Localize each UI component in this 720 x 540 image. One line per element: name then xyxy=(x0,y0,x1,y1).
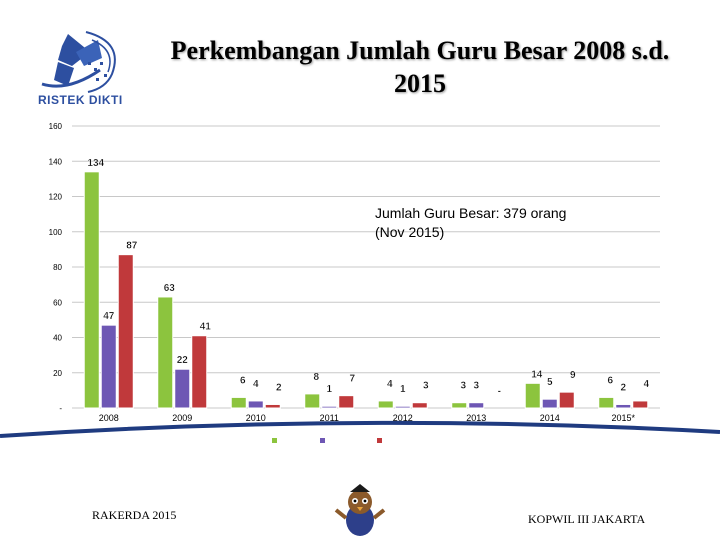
data-label: 87 xyxy=(126,241,138,252)
mascot-figure xyxy=(334,484,386,536)
x-tick-label: 2011 xyxy=(320,413,339,423)
title-line-2: 2015 xyxy=(394,69,446,98)
x-tick-label: 2012 xyxy=(393,413,413,423)
bar xyxy=(174,368,191,409)
data-label: 63 xyxy=(164,283,176,294)
data-label: 1 xyxy=(326,384,332,395)
x-tick-label: 2008 xyxy=(99,413,119,423)
y-tick-label: 120 xyxy=(49,193,63,202)
data-label: 4 xyxy=(643,379,649,390)
x-tick-label: 2014 xyxy=(540,413,560,423)
data-label: - xyxy=(498,386,501,397)
frame-arc xyxy=(0,420,720,438)
bar xyxy=(615,403,632,409)
y-tick-label: 100 xyxy=(49,228,63,237)
y-tick-label: 20 xyxy=(53,369,62,378)
data-label: 22 xyxy=(177,355,189,366)
bar xyxy=(451,402,468,409)
data-label: 7 xyxy=(349,374,355,385)
y-tick-label: - xyxy=(59,404,62,413)
data-label: 2 xyxy=(620,382,626,393)
y-tick-label: 40 xyxy=(53,334,62,343)
y-tick-label: 60 xyxy=(53,298,62,307)
legend-swatch xyxy=(320,438,325,443)
x-tick-label: 2009 xyxy=(172,413,192,423)
ristekdikti-logo xyxy=(41,31,116,93)
annotation-line-1: Jumlah Guru Besar: 379 orang xyxy=(375,205,566,221)
legend-swatch xyxy=(377,438,382,443)
data-label: 1 xyxy=(400,384,406,395)
y-tick-label: 140 xyxy=(49,157,63,166)
data-label: 3 xyxy=(423,381,429,392)
data-label: 4 xyxy=(253,379,259,390)
bar xyxy=(304,393,321,409)
y-tick-label: 160 xyxy=(49,122,63,131)
data-label: 3 xyxy=(460,381,466,392)
y-tick-label: 80 xyxy=(53,263,62,272)
data-label: 8 xyxy=(313,372,319,383)
legend-swatch xyxy=(272,438,277,443)
bar xyxy=(598,396,615,409)
bar xyxy=(558,391,575,409)
bar xyxy=(247,400,264,409)
bar xyxy=(100,324,117,409)
x-tick-label: 2013 xyxy=(466,413,486,423)
data-label: 47 xyxy=(103,311,115,322)
bar xyxy=(83,171,100,409)
bar xyxy=(117,254,134,409)
logo-text: RISTEK DIKTI xyxy=(38,93,123,107)
bar xyxy=(191,335,208,409)
annotation-line-2: (Nov 2015) xyxy=(375,224,444,240)
data-label: 5 xyxy=(547,377,553,388)
bar xyxy=(157,296,174,409)
data-label: 41 xyxy=(200,322,212,333)
footer-right: KOPWIL III JAKARTA xyxy=(528,512,646,526)
bar xyxy=(394,405,411,409)
data-label: 2 xyxy=(276,382,282,393)
bar xyxy=(321,405,338,409)
bar xyxy=(524,382,541,409)
bar xyxy=(377,400,394,409)
data-label: 134 xyxy=(87,158,104,169)
data-label: 4 xyxy=(387,379,393,390)
bar xyxy=(468,402,485,409)
data-label: 9 xyxy=(570,370,576,381)
x-tick-label: 2010 xyxy=(246,413,266,423)
bar xyxy=(264,403,281,409)
bar xyxy=(338,395,355,409)
bar xyxy=(632,400,649,409)
data-label: 6 xyxy=(607,375,613,386)
data-label: 6 xyxy=(240,375,246,386)
footer-left: RAKERDA 2015 xyxy=(92,508,177,522)
bar xyxy=(411,402,428,409)
bar xyxy=(541,398,558,409)
title-line-1: Perkembangan Jumlah Guru Besar 2008 s.d. xyxy=(170,36,670,65)
data-label: 3 xyxy=(473,381,479,392)
data-label: 14 xyxy=(531,369,543,380)
page-title: Perkembangan Jumlah Guru Besar 2008 s.d.… xyxy=(140,34,700,100)
x-tick-label: 2015* xyxy=(611,413,635,423)
bar xyxy=(230,396,247,409)
